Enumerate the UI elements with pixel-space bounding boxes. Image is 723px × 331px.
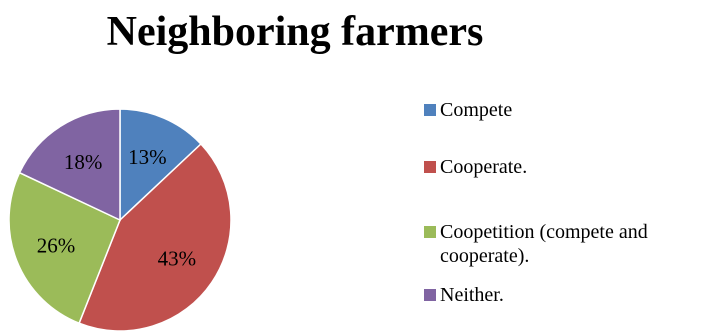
legend-label-neither: Neither. xyxy=(440,284,504,306)
legend-item-coopetition: Coopetition (compete and cooperate). xyxy=(424,220,720,268)
legend-label-compete: Compete xyxy=(440,99,513,121)
pie-chart: 13% 43% 26% 18% xyxy=(8,108,232,331)
pie-slice-compete xyxy=(119,108,202,222)
data-label-cooperate: 43% xyxy=(158,247,197,271)
data-label-compete: 13% xyxy=(128,145,167,169)
legend-swatch-cooperate xyxy=(424,161,436,173)
legend-label-coopetition: Coopetition (compete and cooperate). xyxy=(440,221,648,267)
legend-label-cooperate: Cooperate. xyxy=(440,156,528,178)
data-label-coopetition: 26% xyxy=(37,233,76,257)
pie-slice-neither xyxy=(18,108,121,222)
chart-title: Neighboring farmers xyxy=(106,9,484,55)
legend-swatch-neither xyxy=(424,289,436,301)
legend-item-neither: Neither. xyxy=(424,283,720,307)
data-label-neither: 18% xyxy=(64,150,103,174)
legend-item-compete: Compete xyxy=(424,98,720,122)
legend-swatch-compete xyxy=(424,104,436,116)
legend-swatch-coopetition xyxy=(424,226,436,238)
pie-slice-coopetition xyxy=(8,171,121,325)
legend-item-cooperate: Cooperate. xyxy=(424,155,720,179)
